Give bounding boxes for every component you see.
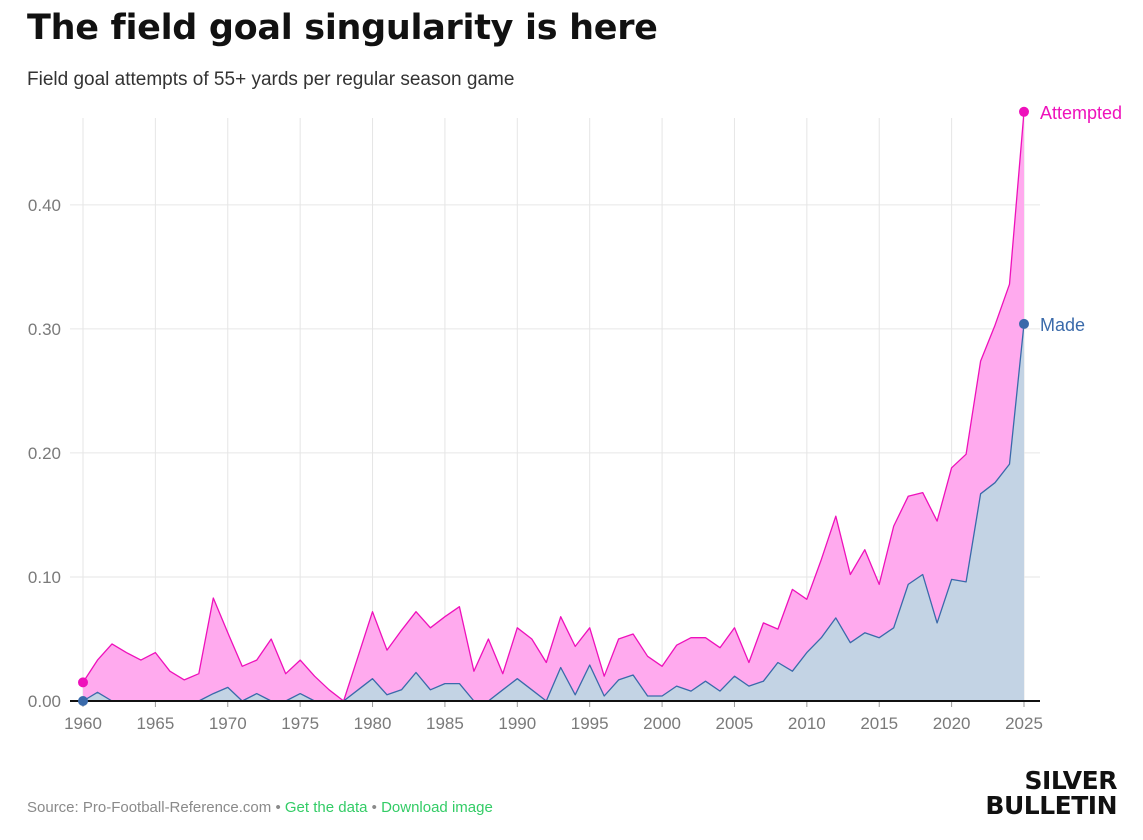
- x-tick-label: 1995: [571, 714, 609, 733]
- y-tick-label: 0.00: [28, 692, 61, 711]
- axes: 1960 1965 1970 1975 1980 1985 1990 1995 2000 2005…: [28, 196, 1043, 733]
- made-series-label: Made: [1040, 315, 1085, 335]
- x-tick-label: 1965: [136, 714, 174, 733]
- attempted-line: [82, 111, 1025, 702]
- chart-subtitle: Field goal attempts of 55+ yards per reg…: [27, 69, 515, 90]
- made-end-point: [1019, 318, 1029, 329]
- get-data-link[interactable]: Get the data: [284, 799, 368, 816]
- x-tick-label: 1975: [281, 714, 319, 733]
- download-image-link[interactable]: Download image: [381, 799, 493, 816]
- x-tick-label: 1990: [498, 714, 536, 733]
- made-area: [83, 323, 1024, 701]
- footer-separator: •: [275, 799, 281, 816]
- attempted-start-point: [78, 677, 88, 688]
- silver-bulletin-logo: SILVER BULLETIN: [985, 768, 1117, 818]
- attempted-series-label: Attempted: [1040, 103, 1122, 123]
- x-tick-label: 1985: [426, 714, 464, 733]
- x-tick-label: 2020: [933, 714, 971, 733]
- logo-line-2: BULLETIN: [985, 791, 1117, 820]
- x-tick-label: 2025: [1005, 714, 1043, 733]
- x-tick-label: 1970: [209, 714, 247, 733]
- attempted-area: [83, 111, 1024, 702]
- y-tick-label: 0.30: [28, 320, 61, 339]
- y-tick-label: 0.10: [28, 568, 61, 587]
- attempted-end-point: [1019, 106, 1029, 117]
- x-tick-label: 2015: [860, 714, 898, 733]
- logo-line-1: SILVER: [1024, 766, 1118, 795]
- footer-separator: •: [371, 799, 377, 816]
- series-labels: Attempted Made: [78, 103, 1122, 706]
- chart-title: The field goal singularity is here: [27, 8, 658, 48]
- y-tick-label: 0.40: [28, 196, 61, 215]
- source-text: Source: Pro-Football-Reference.com: [27, 799, 272, 816]
- areas: [82, 111, 1025, 702]
- x-tick-label: 2000: [643, 714, 681, 733]
- x-tick-label: 1960: [64, 714, 102, 733]
- x-tick-label: 2005: [716, 714, 754, 733]
- chart-footer: Source: Pro-Football-Reference.com • Get…: [27, 799, 493, 816]
- y-tick-label: 0.20: [28, 444, 61, 463]
- x-tick-label: 1980: [354, 714, 392, 733]
- area-chart: 1960 1965 1970 1975 1980 1985 1990 1995 2000 2005…: [28, 103, 1122, 733]
- made-start-point: [78, 696, 88, 706]
- x-tick-label: 2010: [788, 714, 826, 733]
- made-line: [82, 323, 1025, 702]
